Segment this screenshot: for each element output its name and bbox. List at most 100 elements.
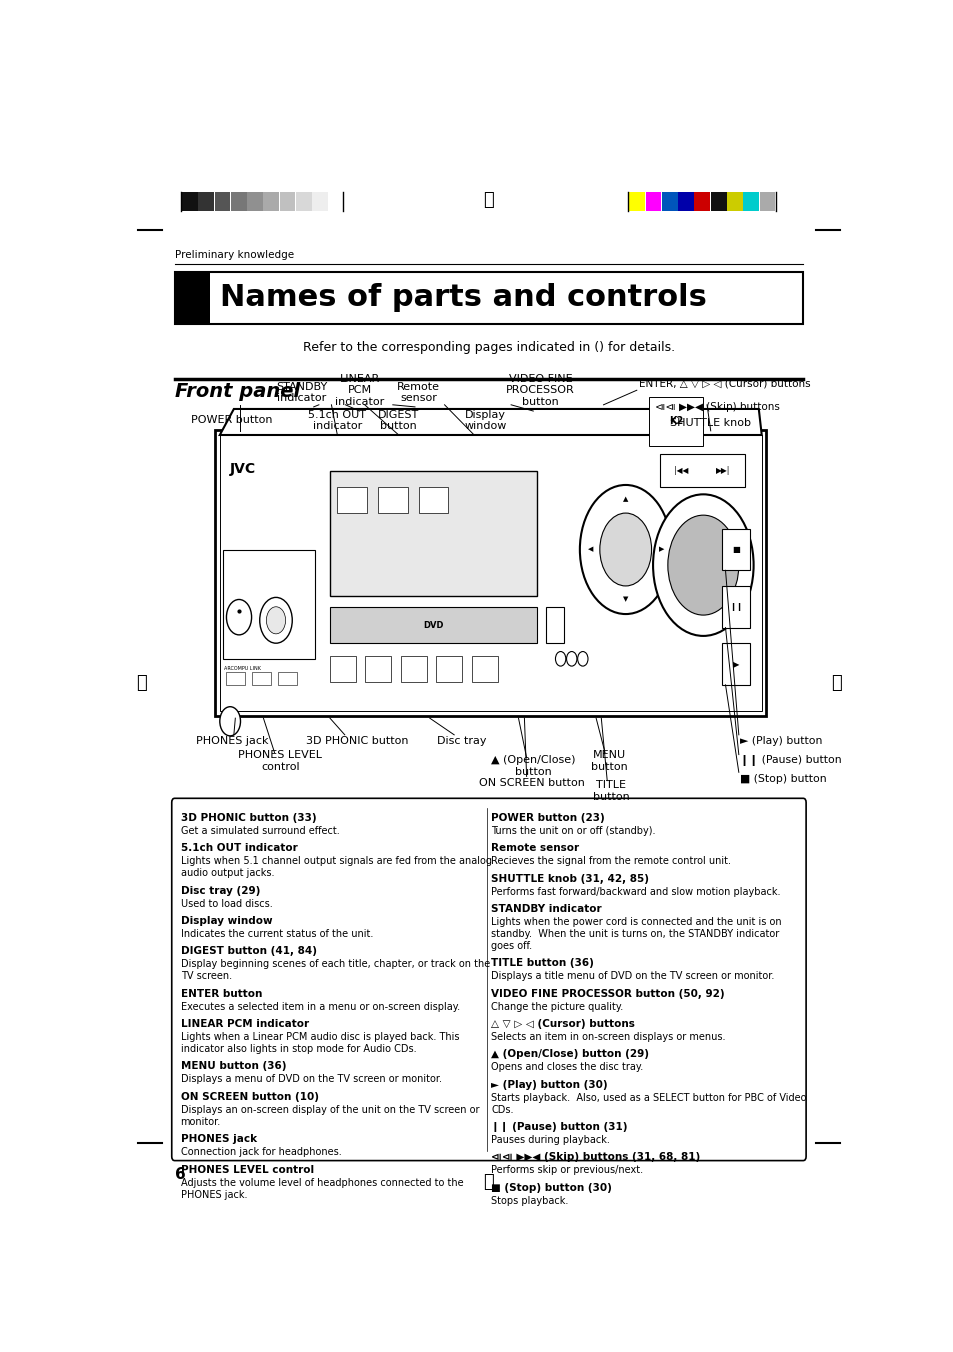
Bar	[215, 430, 765, 717]
Bar	[222, 549, 314, 658]
Text: ► (Play) button (30): ► (Play) button (30)	[491, 1080, 607, 1090]
Text: Names of parts and controls: Names of parts and controls	[219, 283, 706, 312]
Text: Starts playback.  Also, used as a SELECT button for PBC of Video: Starts playback. Also, used as a SELECT …	[491, 1092, 806, 1103]
Text: ▶▶|: ▶▶|	[716, 466, 730, 475]
Text: Indicates the current status of the unit.: Indicates the current status of the unit…	[180, 929, 373, 940]
Bar	[278, 672, 296, 685]
Text: PHONES jack.: PHONES jack.	[180, 1190, 247, 1199]
Text: K2: K2	[668, 416, 682, 426]
Bar	[472, 656, 497, 681]
Bar	[659, 454, 744, 487]
Text: Performs skip or previous/next.: Performs skip or previous/next.	[491, 1165, 642, 1175]
Text: DVD: DVD	[423, 621, 443, 630]
Text: Adjusts the volume level of headphones connected to the: Adjusts the volume level of headphones c…	[180, 1178, 463, 1187]
Bar	[219, 435, 760, 711]
Bar	[337, 487, 367, 512]
Circle shape	[219, 707, 240, 735]
Text: 5.1ch OUT
indicator: 5.1ch OUT indicator	[308, 410, 366, 431]
Text: Stops playback.: Stops playback.	[491, 1195, 568, 1206]
Bar	[726, 192, 742, 211]
Text: Selects an item in on-screen displays or menus.: Selects an item in on-screen displays or…	[491, 1032, 725, 1042]
Text: Disc tray: Disc tray	[436, 735, 486, 746]
Text: ■ (Stop) button: ■ (Stop) button	[740, 773, 826, 784]
Text: VIDEO FINE PROCESSOR button (50, 92): VIDEO FINE PROCESSOR button (50, 92)	[491, 988, 724, 999]
Text: ▶: ▶	[658, 546, 663, 553]
Text: STANDBY
indicator: STANDBY indicator	[276, 381, 327, 403]
Bar	[377, 487, 407, 512]
Text: ▲: ▲	[622, 496, 628, 503]
Text: Turns the unit on or off (standby).: Turns the unit on or off (standby).	[491, 826, 655, 836]
Bar	[721, 585, 749, 627]
Text: JVC: JVC	[230, 462, 256, 476]
Text: MENU
button: MENU button	[591, 750, 627, 772]
Circle shape	[577, 652, 587, 667]
Text: Display beginning scenes of each title, chapter, or track on the: Display beginning scenes of each title, …	[180, 960, 489, 969]
Text: ⌖: ⌖	[483, 1174, 494, 1191]
Bar	[330, 607, 537, 644]
Text: Remote
sensor: Remote sensor	[396, 381, 439, 403]
Circle shape	[599, 512, 651, 585]
Text: DIGEST
button: DIGEST button	[377, 410, 419, 431]
Circle shape	[266, 607, 285, 634]
Text: goes off.: goes off.	[491, 941, 532, 950]
Text: |◀◀: |◀◀	[673, 466, 688, 475]
Text: Disc tray (29): Disc tray (29)	[180, 886, 260, 895]
Text: Change the picture quality.: Change the picture quality.	[491, 1002, 622, 1011]
Text: ⌖: ⌖	[136, 673, 147, 692]
Text: Displays a title menu of DVD on the TV screen or monitor.: Displays a title menu of DVD on the TV s…	[491, 971, 774, 982]
Text: ⧏⧏ ▶▶◀ (Skip) buttons (31, 68, 81): ⧏⧏ ▶▶◀ (Skip) buttons (31, 68, 81)	[491, 1152, 700, 1163]
Text: POWER button (23): POWER button (23)	[491, 813, 604, 823]
Text: Front panel: Front panel	[174, 381, 299, 402]
Text: SHUTTLE knob: SHUTTLE knob	[670, 418, 750, 427]
Text: Remote sensor: Remote sensor	[491, 844, 578, 853]
Bar	[629, 192, 644, 211]
Circle shape	[667, 515, 738, 615]
Text: POWER button: POWER button	[191, 415, 273, 426]
Circle shape	[579, 485, 671, 614]
Text: ❙❙ (Pause) button (31): ❙❙ (Pause) button (31)	[491, 1122, 627, 1132]
Text: Connection jack for headphones.: Connection jack for headphones.	[180, 1148, 341, 1157]
Bar	[759, 192, 775, 211]
Polygon shape	[219, 408, 760, 435]
Text: Display window: Display window	[180, 915, 272, 926]
Text: Lights when the power cord is connected and the unit is on: Lights when the power cord is connected …	[491, 917, 781, 927]
Circle shape	[259, 598, 292, 644]
Bar	[174, 272, 210, 323]
Text: monitor.: monitor.	[180, 1117, 221, 1126]
Text: ON SCREEN button (10): ON SCREEN button (10)	[180, 1092, 318, 1102]
Bar	[252, 672, 271, 685]
Text: DIGEST button (41, 84): DIGEST button (41, 84)	[180, 946, 316, 956]
Text: TV screen.: TV screen.	[180, 971, 232, 982]
Text: △ ▽ ▷ ◁ (Cursor) buttons: △ ▽ ▷ ◁ (Cursor) buttons	[491, 1019, 635, 1029]
Bar	[312, 192, 328, 211]
Bar	[174, 272, 802, 323]
Text: Lights when a Linear PCM audio disc is played back. This: Lights when a Linear PCM audio disc is p…	[180, 1032, 458, 1042]
Circle shape	[555, 652, 565, 667]
Text: Lights when 5.1 channel output signals are fed from the analog: Lights when 5.1 channel output signals a…	[180, 856, 491, 867]
Text: Pauses during playback.: Pauses during playback.	[491, 1136, 609, 1145]
Text: ⧏⧏ ▶▶◀ (Skip) buttons: ⧏⧏ ▶▶◀ (Skip) buttons	[655, 402, 780, 412]
Text: ENTER button: ENTER button	[180, 988, 262, 999]
Text: Displays an on-screen display of the unit on the TV screen or: Displays an on-screen display of the uni…	[180, 1105, 478, 1115]
Text: 6: 6	[174, 1167, 185, 1182]
Text: TITLE
button: TITLE button	[592, 780, 629, 802]
Text: Get a simulated surround effect.: Get a simulated surround effect.	[180, 826, 339, 836]
Text: Performs fast forward/backward and slow motion playback.: Performs fast forward/backward and slow …	[491, 887, 780, 896]
Text: Display
window: Display window	[463, 410, 506, 431]
Bar	[661, 192, 677, 211]
Bar	[721, 529, 749, 571]
Bar	[678, 192, 693, 211]
Circle shape	[226, 599, 252, 635]
Text: Preliminary knowledge: Preliminary knowledge	[174, 250, 294, 260]
Text: MENU button (36): MENU button (36)	[180, 1061, 286, 1071]
Text: ⌖: ⌖	[483, 191, 494, 208]
Text: TITLE button (36): TITLE button (36)	[491, 959, 594, 968]
Text: ▲ (Open/Close)
button: ▲ (Open/Close) button	[491, 756, 575, 777]
Text: ON SCREEN button: ON SCREEN button	[478, 777, 584, 788]
Bar	[330, 472, 537, 596]
Bar	[710, 192, 726, 211]
Text: indicator also lights in stop mode for Audio CDs.: indicator also lights in stop mode for A…	[180, 1044, 416, 1055]
Bar	[418, 487, 448, 512]
Text: ▶: ▶	[732, 660, 739, 668]
Text: Opens and closes the disc tray.: Opens and closes the disc tray.	[491, 1063, 642, 1072]
